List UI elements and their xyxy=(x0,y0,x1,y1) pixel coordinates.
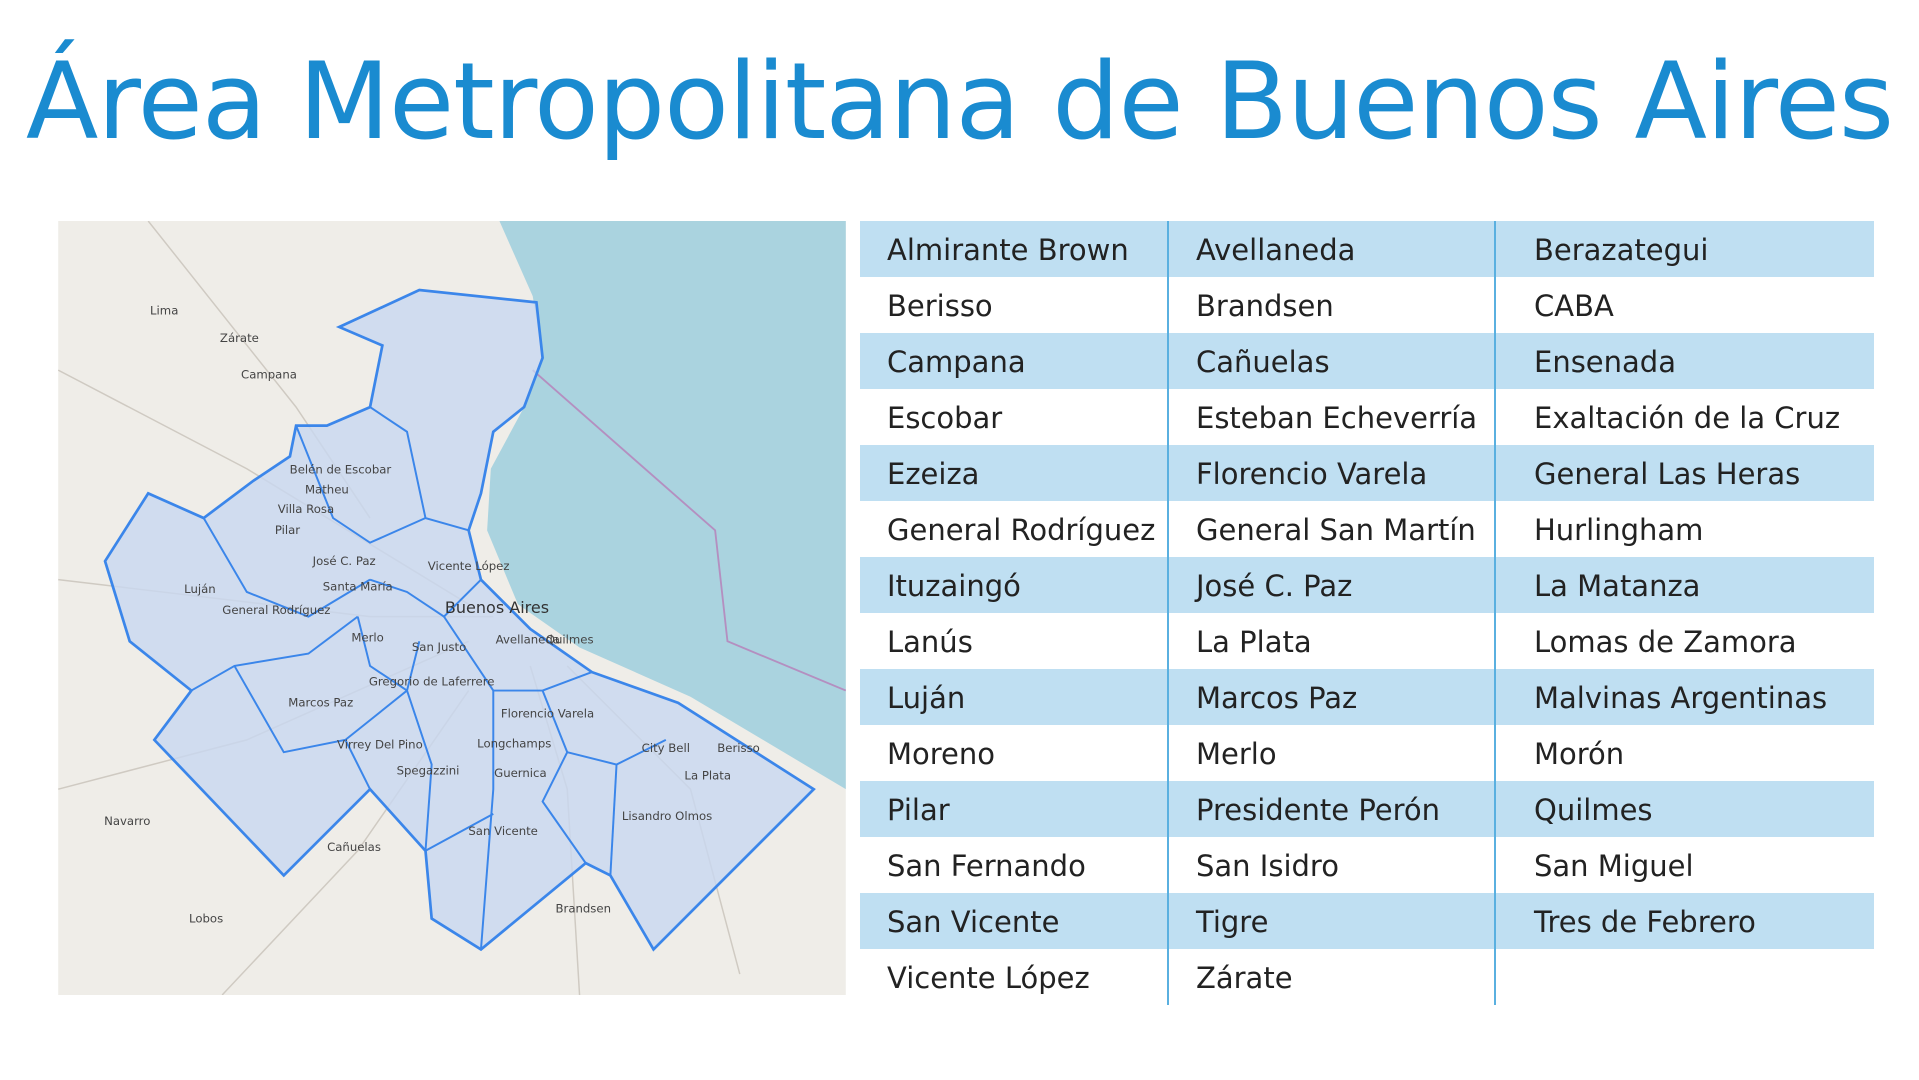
table-row: Ituzaingó José C. Paz La Matanza xyxy=(860,557,1874,613)
slide-title: Área Metropolitana de Buenos Aires xyxy=(25,40,1894,163)
table-row: Almirante Brown Avellaneda Berazategui xyxy=(860,221,1874,277)
map-label: Luján xyxy=(184,582,216,596)
table-row: Campana Cañuelas Ensenada xyxy=(860,333,1874,389)
map-label: San Vicente xyxy=(468,824,538,838)
table-cell: Tigre xyxy=(1167,893,1494,949)
map-label: La Plata xyxy=(684,768,731,782)
map-label: Campana xyxy=(241,368,297,382)
table-cell: Luján xyxy=(887,681,966,715)
district-borders xyxy=(190,406,667,950)
table-cell: Zárate xyxy=(1167,949,1494,1005)
map-label: Longchamps xyxy=(477,736,551,750)
map-label: Santa María xyxy=(323,580,393,594)
table-cell: General Rodríguez xyxy=(887,513,1156,547)
table-cell: Avellaneda xyxy=(1167,221,1494,277)
table-row: Escobar Esteban Echeverría Exaltación de l… xyxy=(860,389,1874,445)
table-row: San Fernando San Isidro San Miguel xyxy=(860,837,1874,893)
map-label: Lobos xyxy=(189,911,223,925)
table-cell: La Matanza xyxy=(1494,557,1874,613)
table-cell: CABA xyxy=(1494,277,1874,333)
table-cell: Moreno xyxy=(887,737,996,771)
table-cell: Brandsen xyxy=(1167,277,1494,333)
table-cell: Escobar xyxy=(887,401,1003,435)
map-label: Cañuelas xyxy=(327,840,381,854)
map-label: José C. Paz xyxy=(312,554,376,568)
map-label: Guernica xyxy=(494,766,546,780)
table-row: Ezeiza Florencio Varela General Las Heras xyxy=(860,445,1874,501)
map-label: Merlo xyxy=(351,630,383,644)
map-label: Brandsen xyxy=(556,901,612,915)
map-label: San Justo xyxy=(412,640,466,654)
map-boundary xyxy=(532,369,846,692)
table-row: Moreno Merlo Morón xyxy=(860,725,1874,781)
map-label: Pilar xyxy=(275,523,300,537)
table-row: Pilar Presidente Perón Quilmes xyxy=(860,781,1874,837)
map-label: Spegazzini xyxy=(397,763,460,777)
table-cell: General San Martín xyxy=(1167,501,1494,557)
table-row: Vicente López Zárate xyxy=(860,949,1874,1005)
map-label: Lisandro Olmos xyxy=(622,809,712,823)
table-cell: Hurlingham xyxy=(1494,501,1874,557)
table-row: Berisso Brandsen CABA xyxy=(860,277,1874,333)
table-cell: San Vicente xyxy=(887,905,1060,939)
table-cell: Marcos Paz xyxy=(1167,669,1494,725)
map-label: General Rodríguez xyxy=(222,603,330,617)
map-label: Avellaneda xyxy=(496,633,560,647)
table-cell: Campana xyxy=(887,345,1026,379)
table-cell: Exaltación de la Cruz xyxy=(1494,389,1874,445)
table-cell: Pilar xyxy=(887,793,950,827)
table-cell: Presidente Perón xyxy=(1167,781,1494,837)
table-cell: Ensenada xyxy=(1494,333,1874,389)
table-cell: Berisso xyxy=(887,289,993,323)
table-cell: La Plata xyxy=(1167,613,1494,669)
table-cell: Malvinas Argentinas xyxy=(1494,669,1874,725)
table-cell: Ituzaingó xyxy=(887,569,1021,603)
municipality-table: Almirante Brown Avellaneda Berazategui Beri… xyxy=(860,221,1874,1005)
map-label: Quilmes xyxy=(546,633,594,647)
table-cell: Ezeiza xyxy=(887,457,980,491)
table-cell: San Miguel xyxy=(1494,837,1874,893)
map-label: Florencio Varela xyxy=(501,707,594,721)
table-cell: Berazategui xyxy=(1494,221,1874,277)
table-row: Lanús La Plata Lomas de Zamora xyxy=(860,613,1874,669)
table-cell: Almirante Brown xyxy=(887,233,1129,267)
table-cell: José C. Paz xyxy=(1167,557,1494,613)
amba-region xyxy=(103,288,816,952)
map-label: Zárate xyxy=(220,331,259,345)
table-cell xyxy=(1494,949,1874,1005)
map: Lima Zárate Campana Belén de Escobar Matheu V… xyxy=(58,221,846,995)
table-cell: Merlo xyxy=(1167,725,1494,781)
table-cell: Morón xyxy=(1494,725,1874,781)
table-cell: San Isidro xyxy=(1167,837,1494,893)
map-label: Berisso xyxy=(717,741,760,755)
map-sea xyxy=(487,221,846,790)
table-cell: Lomas de Zamora xyxy=(1494,613,1874,669)
map-label: Vicente López xyxy=(428,559,510,573)
map-label: Matheu xyxy=(305,482,349,496)
table-row: General Rodríguez General San Martín Hurli… xyxy=(860,501,1874,557)
map-label: Virrey Del Pino xyxy=(337,738,423,752)
table-cell: General Las Heras xyxy=(1494,445,1874,501)
table-cell: Lanús xyxy=(887,625,973,659)
map-label: Gregorio de Laferrere xyxy=(369,675,495,689)
table-row: Luján Marcos Paz Malvinas Argentinas xyxy=(860,669,1874,725)
map-label: Villa Rosa xyxy=(278,502,334,516)
table-cell: Vicente López xyxy=(887,961,1090,995)
map-label: Lima xyxy=(150,304,178,318)
map-label: City Bell xyxy=(642,741,690,755)
table-cell: Florencio Varela xyxy=(1167,445,1494,501)
table-cell: Quilmes xyxy=(1494,781,1874,837)
map-label: Buenos Aires xyxy=(445,598,549,617)
map-label: Belén de Escobar xyxy=(290,463,392,477)
map-label: Navarro xyxy=(104,814,150,828)
table-cell: Esteban Echeverría xyxy=(1167,389,1494,445)
table-cell: Cañuelas xyxy=(1167,333,1494,389)
table-cell: Tres de Febrero xyxy=(1494,893,1874,949)
map-label: Marcos Paz xyxy=(288,696,353,710)
table-cell: San Fernando xyxy=(887,849,1086,883)
table-row: San Vicente Tigre Tres de Febrero xyxy=(860,893,1874,949)
